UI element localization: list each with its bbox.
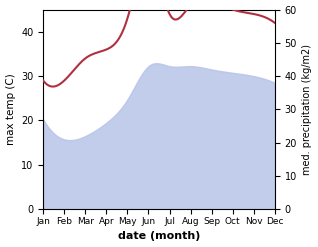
X-axis label: date (month): date (month) xyxy=(118,231,200,242)
Y-axis label: med. precipitation (kg/m2): med. precipitation (kg/m2) xyxy=(302,44,313,175)
Y-axis label: max temp (C): max temp (C) xyxy=(5,74,16,145)
